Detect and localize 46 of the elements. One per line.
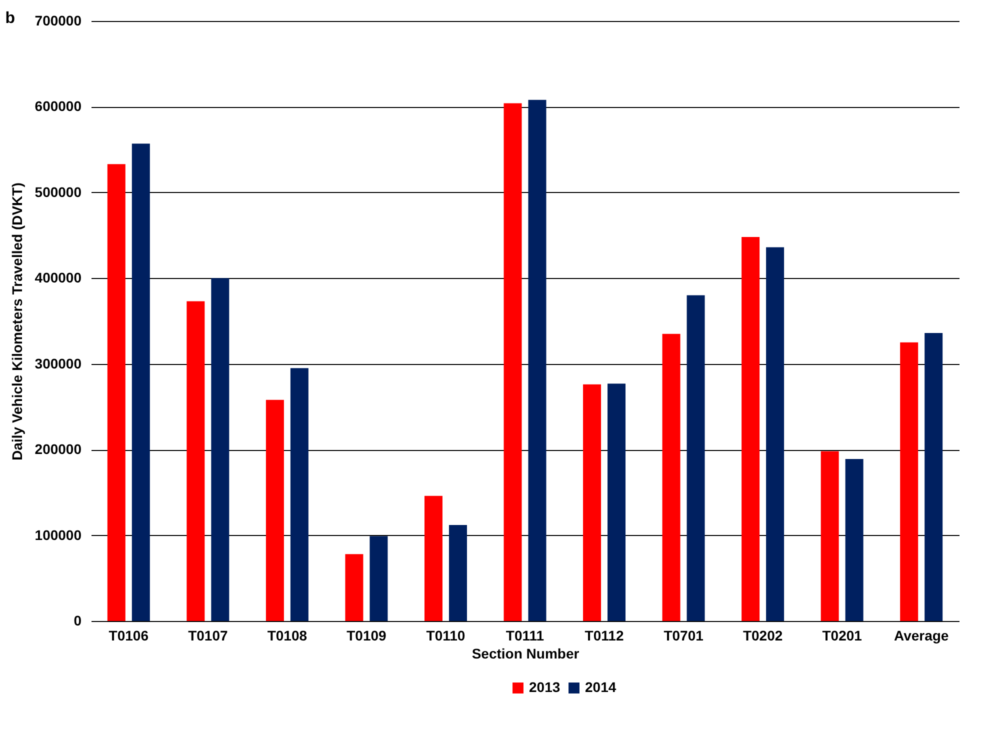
bar [107, 164, 126, 621]
y-tick-label: 200000 [34, 441, 82, 458]
bar [528, 100, 546, 621]
bar [370, 536, 388, 621]
y-tick-label: 100000 [34, 526, 82, 543]
x-tick-label: T0112 [584, 628, 624, 644]
x-tick-label: T0108 [267, 628, 308, 644]
x-tick-label: T0106 [108, 628, 149, 644]
bar [820, 451, 839, 621]
y-tick-label: 500000 [34, 184, 82, 200]
bar [845, 459, 864, 621]
bar [211, 278, 230, 621]
x-tick-label: Average [894, 628, 949, 644]
y-tick-label: 600000 [34, 98, 82, 114]
x-tick-label: T0109 [346, 628, 387, 644]
x-tick-label: T0201 [822, 628, 862, 644]
bar [608, 384, 626, 621]
x-tick-label: T0202 [742, 628, 783, 644]
y-tick-label: 300000 [34, 355, 82, 372]
bar [900, 342, 918, 621]
bar [504, 103, 522, 621]
legend-label: 2014 [585, 679, 616, 695]
x-tick-label: T0107 [188, 628, 228, 644]
legend-label: 2013 [529, 679, 560, 695]
bar [766, 247, 784, 621]
y-tick-label: 700000 [34, 12, 82, 28]
bar [686, 295, 705, 621]
x-tick-label: T0110 [426, 628, 466, 644]
bar [448, 525, 467, 621]
bar [424, 496, 442, 621]
bar [186, 301, 205, 621]
bar [345, 554, 364, 621]
bar [924, 333, 943, 621]
x-tick-label: T0111 [506, 628, 544, 644]
text: b [5, 10, 16, 27]
y-tick-label: 400000 [34, 270, 82, 286]
x-tick-label: T0701 [664, 628, 704, 644]
bar [266, 400, 284, 621]
bar [290, 368, 308, 621]
x-axis-title: Section Number [472, 646, 580, 662]
y-tick-label: 0 [74, 612, 82, 628]
y-axis-title: Daily Vehicle Kilometers Travelled (DVKT) [8, 182, 25, 460]
bar [662, 334, 680, 621]
bar [132, 144, 150, 621]
bar [583, 384, 602, 621]
bar [742, 237, 760, 621]
